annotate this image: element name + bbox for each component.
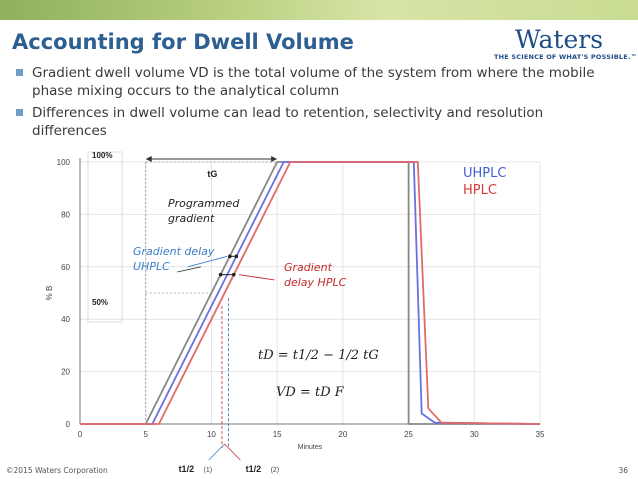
chart-series [80,161,541,425]
delay-hplc-dot-right [231,272,236,277]
bullet-square-icon [16,109,23,116]
copyright: ©2015 Waters Corporation [6,466,108,475]
programmed-gradient-label: Programmed gradient [168,197,240,225]
programmed-pointer [177,266,202,273]
top-banner [0,0,638,20]
bullet-item: Gradient dwell volume VD is the total vo… [14,64,614,100]
logo-name: Waters [514,25,604,54]
x-tick-label: 10 [207,430,216,439]
equation-vd: VD = tD F [276,385,344,400]
tg-label: tG [207,169,217,179]
x-tick-label: 35 [536,430,545,439]
equation-td: tD = t1/2 − 1/2 tG [258,348,379,363]
delay-uhplc-dot-right [234,254,239,259]
t12-1-label: t1/2 [179,464,195,474]
pct100-label: 100% [92,151,112,160]
y-axis-label: % B [45,286,54,301]
y-tick-label: 60 [61,263,70,272]
gradient-delay-hplc-label: Gradient delay HPLC [284,261,347,289]
x-tick-label: 5 [143,430,148,439]
t12-2-label: t1/2 [246,464,262,474]
logo-tagline: THE SCIENCE OF WHAT'S POSSIBLE.™ [494,53,638,61]
t12-1-pointer [208,443,225,461]
y-tick-label: 0 [66,420,71,429]
t12-2-pointer [224,443,241,461]
y-tick-label: 40 [61,315,70,324]
bullet-text: Gradient dwell volume VD is the total vo… [32,65,595,99]
tg-arrow-left-head [145,156,152,162]
x-tick-label: 25 [404,430,413,439]
legend-uhplc: UHPLC [463,166,507,181]
x-axis-label: Minutes [298,444,323,451]
x-tick-label: 20 [338,430,347,439]
y-tick-label: 20 [61,368,70,377]
legend-hplc: HPLC [463,183,497,198]
y-tick-label: 100 [57,158,71,167]
t12-1-suffix: (1) [204,467,213,474]
gradient-delay-uhplc-label: Gradient delay UHPLC [133,245,215,273]
page-number: 36 [618,466,628,475]
waters-logo: Waters THE SCIENCE OF WHAT'S POSSIBLE.™ [494,25,638,62]
delay-uhplc-dot-left [228,254,232,259]
bullet-text: Differences in dwell volume can lead to … [32,105,544,139]
hplc-pointer [238,274,275,281]
delay-hplc-dot-left [218,272,223,277]
t12-2-suffix: (2) [271,467,280,474]
tg-arrow-right-head [271,156,278,162]
bullet-square-icon [16,69,23,76]
y-tick-label: 80 [61,210,70,219]
pct-label-box [87,151,123,323]
page-title: Accounting for Dwell Volume [12,30,354,54]
x-tick-label: 15 [273,430,282,439]
x-tick-label: 0 [78,430,83,439]
pct50-label: 50% [92,298,108,307]
chart-annotations: 100% 50% tG t1/2 (1) t1/2 (2) [87,151,280,474]
bullet-list: Gradient dwell volume VD is the total vo… [14,64,614,144]
bullet-item: Differences in dwell volume can lead to … [14,104,614,140]
uhplc-pointer [187,255,228,268]
x-tick-label: 30 [470,430,479,439]
chart-axes: 0 20 40 60 80 100 0 5 10 15 20 25 30 35 Minutes % B [45,158,545,451]
series-line-hplc [80,161,541,425]
